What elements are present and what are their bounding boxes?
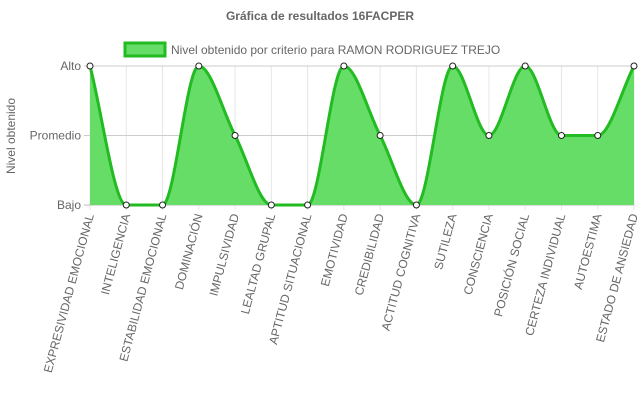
- y-tick-label: Alto: [60, 59, 81, 73]
- data-point[interactable]: [485, 132, 493, 139]
- x-tick-label: DOMINACIÓN: [171, 212, 206, 291]
- series-area: [90, 66, 634, 205]
- data-point[interactable]: [557, 132, 565, 139]
- x-tick-label: LEALTAD GRUPAL: [238, 212, 278, 316]
- legend-swatch: [123, 41, 167, 58]
- x-tick-label: CONSCIENCIA: [461, 212, 496, 296]
- x-tick-label: CREDIBILIDAD: [352, 212, 387, 297]
- x-tick-label: POSICIÓN SOCIAL: [490, 212, 532, 319]
- data-points: [86, 62, 638, 209]
- y-axis-label: Nivel obtenido: [4, 98, 18, 174]
- data-point[interactable]: [304, 201, 312, 209]
- data-point[interactable]: [231, 132, 239, 139]
- series-line: [88, 64, 636, 207]
- data-point[interactable]: [340, 62, 348, 70]
- data-point[interactable]: [376, 132, 384, 139]
- data-point[interactable]: [267, 201, 275, 209]
- x-tick-label: SUTILEZA: [431, 212, 459, 271]
- x-tick-labels: EXPRESIVIDAD EMOCIONAL INTELIGENCIAESTABI…: [41, 212, 639, 375]
- data-point[interactable]: [86, 62, 94, 70]
- chart-title: Gráfica de resultados 16FACPER: [226, 9, 414, 23]
- y-tick-label: Promedio: [30, 129, 82, 143]
- data-point[interactable]: [449, 62, 457, 70]
- data-point[interactable]: [594, 132, 602, 139]
- x-tick-label: CERTEZA INDIVIDUAL: [522, 212, 568, 337]
- x-tick-label: EMOTIVIDAD: [318, 212, 351, 288]
- legend-label: Nivel obtenido por criterio para RAMON R…: [171, 43, 500, 57]
- x-tick-label: INTELIGENCIA: [98, 212, 133, 296]
- data-point[interactable]: [521, 62, 529, 70]
- y-tick-labels: Bajo Promedio Alto: [30, 59, 82, 212]
- data-point[interactable]: [122, 201, 130, 209]
- y-tick-label: Bajo: [57, 198, 81, 212]
- data-point[interactable]: [630, 62, 638, 70]
- data-point[interactable]: [159, 201, 167, 209]
- x-tick-label: AUTOESTIMA: [571, 212, 605, 291]
- x-tick-label: ACTITUD COGNITIVA: [379, 212, 424, 332]
- data-point[interactable]: [195, 62, 203, 70]
- data-point[interactable]: [412, 201, 420, 209]
- legend[interactable]: Nivel obtenido por criterio para RAMON R…: [123, 41, 500, 58]
- x-tick-label: EXPRESIVIDAD EMOCIONAL: [41, 212, 97, 374]
- x-tick-label: IMPULSIVIDAD: [207, 212, 243, 298]
